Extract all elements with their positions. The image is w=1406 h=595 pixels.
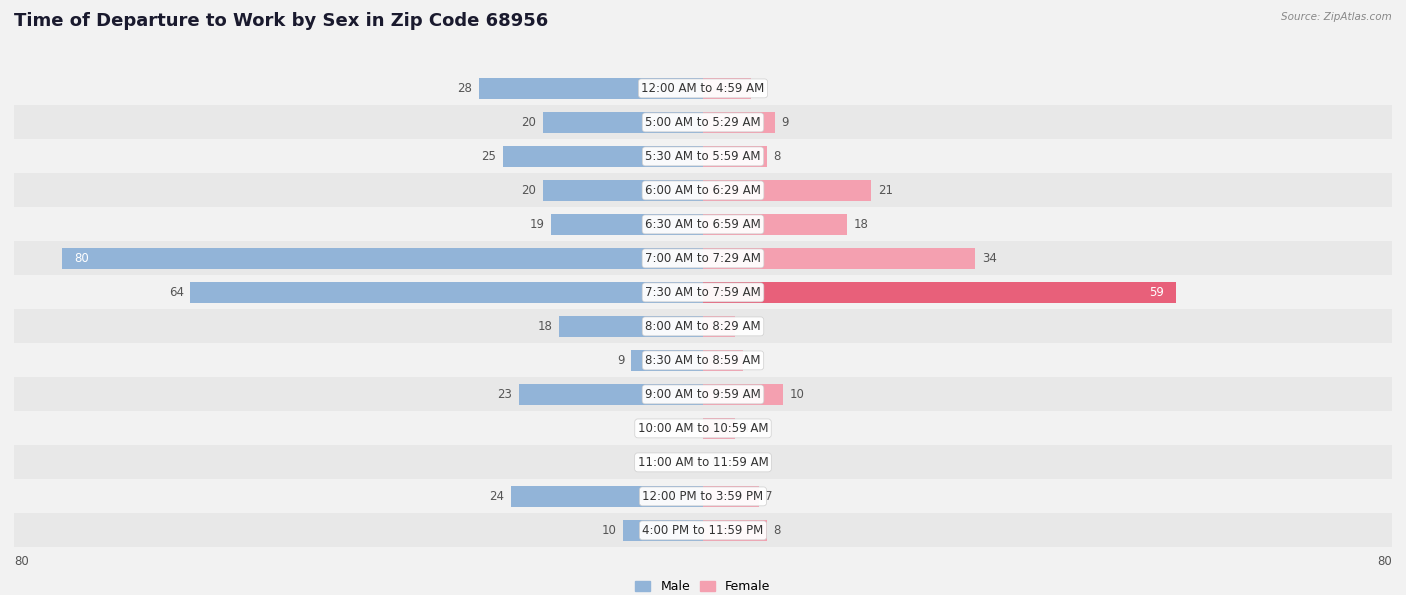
Bar: [14, 173, 1392, 208]
Text: 5:00 AM to 5:29 AM: 5:00 AM to 5:29 AM: [645, 116, 761, 129]
Text: 11:00 AM to 11:59 AM: 11:00 AM to 11:59 AM: [638, 456, 768, 469]
Text: 23: 23: [498, 388, 512, 401]
Bar: [478, 78, 703, 99]
Text: 9: 9: [617, 354, 624, 367]
Bar: [14, 139, 1392, 173]
Bar: [14, 208, 1392, 242]
Bar: [703, 282, 1175, 303]
Text: 4: 4: [741, 320, 749, 333]
Bar: [703, 112, 775, 133]
Text: 6: 6: [758, 82, 765, 95]
Bar: [558, 316, 703, 337]
Text: 7:00 AM to 7:29 AM: 7:00 AM to 7:29 AM: [645, 252, 761, 265]
Bar: [14, 446, 1392, 480]
Text: 7:30 AM to 7:59 AM: 7:30 AM to 7:59 AM: [645, 286, 761, 299]
Text: 20: 20: [522, 116, 536, 129]
Text: 64: 64: [169, 286, 184, 299]
Bar: [14, 275, 1392, 309]
Text: Source: ZipAtlas.com: Source: ZipAtlas.com: [1281, 12, 1392, 22]
Bar: [543, 180, 703, 201]
Bar: [703, 248, 976, 268]
Bar: [703, 350, 742, 371]
Bar: [14, 242, 1392, 275]
Bar: [519, 384, 703, 405]
Bar: [14, 343, 1392, 377]
Text: 8:30 AM to 8:59 AM: 8:30 AM to 8:59 AM: [645, 354, 761, 367]
Bar: [14, 377, 1392, 411]
Text: 9:00 AM to 9:59 AM: 9:00 AM to 9:59 AM: [645, 388, 761, 401]
Text: 59: 59: [1149, 286, 1164, 299]
Text: 10: 10: [790, 388, 804, 401]
Bar: [703, 214, 848, 234]
Bar: [623, 520, 703, 541]
Text: 0: 0: [688, 456, 695, 469]
Text: 80: 80: [14, 555, 28, 568]
Bar: [631, 350, 703, 371]
Bar: [62, 248, 703, 268]
Bar: [14, 71, 1392, 105]
Bar: [703, 316, 735, 337]
Text: 80: 80: [1378, 555, 1392, 568]
Text: 5: 5: [749, 354, 756, 367]
Bar: [703, 486, 759, 506]
Bar: [703, 180, 872, 201]
Text: 9: 9: [782, 116, 789, 129]
Text: 7: 7: [765, 490, 773, 503]
Text: 34: 34: [981, 252, 997, 265]
Text: 25: 25: [481, 150, 496, 163]
Text: 0: 0: [688, 422, 695, 435]
Text: 19: 19: [530, 218, 544, 231]
Bar: [703, 520, 768, 541]
Text: 4:00 PM to 11:59 PM: 4:00 PM to 11:59 PM: [643, 524, 763, 537]
Text: 4: 4: [741, 422, 749, 435]
Bar: [510, 486, 703, 506]
Text: 18: 18: [853, 218, 869, 231]
Text: 12:00 AM to 4:59 AM: 12:00 AM to 4:59 AM: [641, 82, 765, 95]
Bar: [543, 112, 703, 133]
Text: Time of Departure to Work by Sex in Zip Code 68956: Time of Departure to Work by Sex in Zip …: [14, 12, 548, 30]
Text: 0: 0: [711, 456, 718, 469]
Text: 8:00 AM to 8:29 AM: 8:00 AM to 8:29 AM: [645, 320, 761, 333]
Text: 18: 18: [537, 320, 553, 333]
Text: 24: 24: [489, 490, 505, 503]
Text: 28: 28: [457, 82, 472, 95]
Bar: [14, 513, 1392, 547]
Text: 80: 80: [75, 252, 89, 265]
Text: 20: 20: [522, 184, 536, 197]
Bar: [14, 411, 1392, 446]
Text: 6:00 AM to 6:29 AM: 6:00 AM to 6:29 AM: [645, 184, 761, 197]
Text: 6:30 AM to 6:59 AM: 6:30 AM to 6:59 AM: [645, 218, 761, 231]
Bar: [703, 78, 751, 99]
Bar: [551, 214, 703, 234]
Text: 10: 10: [602, 524, 616, 537]
Bar: [703, 146, 768, 167]
Bar: [14, 309, 1392, 343]
Text: 12:00 PM to 3:59 PM: 12:00 PM to 3:59 PM: [643, 490, 763, 503]
Bar: [503, 146, 703, 167]
Text: 5:30 AM to 5:59 AM: 5:30 AM to 5:59 AM: [645, 150, 761, 163]
Bar: [190, 282, 703, 303]
Bar: [14, 480, 1392, 513]
Bar: [14, 105, 1392, 139]
Bar: [703, 418, 735, 439]
Text: 21: 21: [877, 184, 893, 197]
Legend: Male, Female: Male, Female: [630, 575, 776, 595]
Text: 8: 8: [773, 524, 780, 537]
Text: 10:00 AM to 10:59 AM: 10:00 AM to 10:59 AM: [638, 422, 768, 435]
Text: 8: 8: [773, 150, 780, 163]
Bar: [703, 384, 783, 405]
